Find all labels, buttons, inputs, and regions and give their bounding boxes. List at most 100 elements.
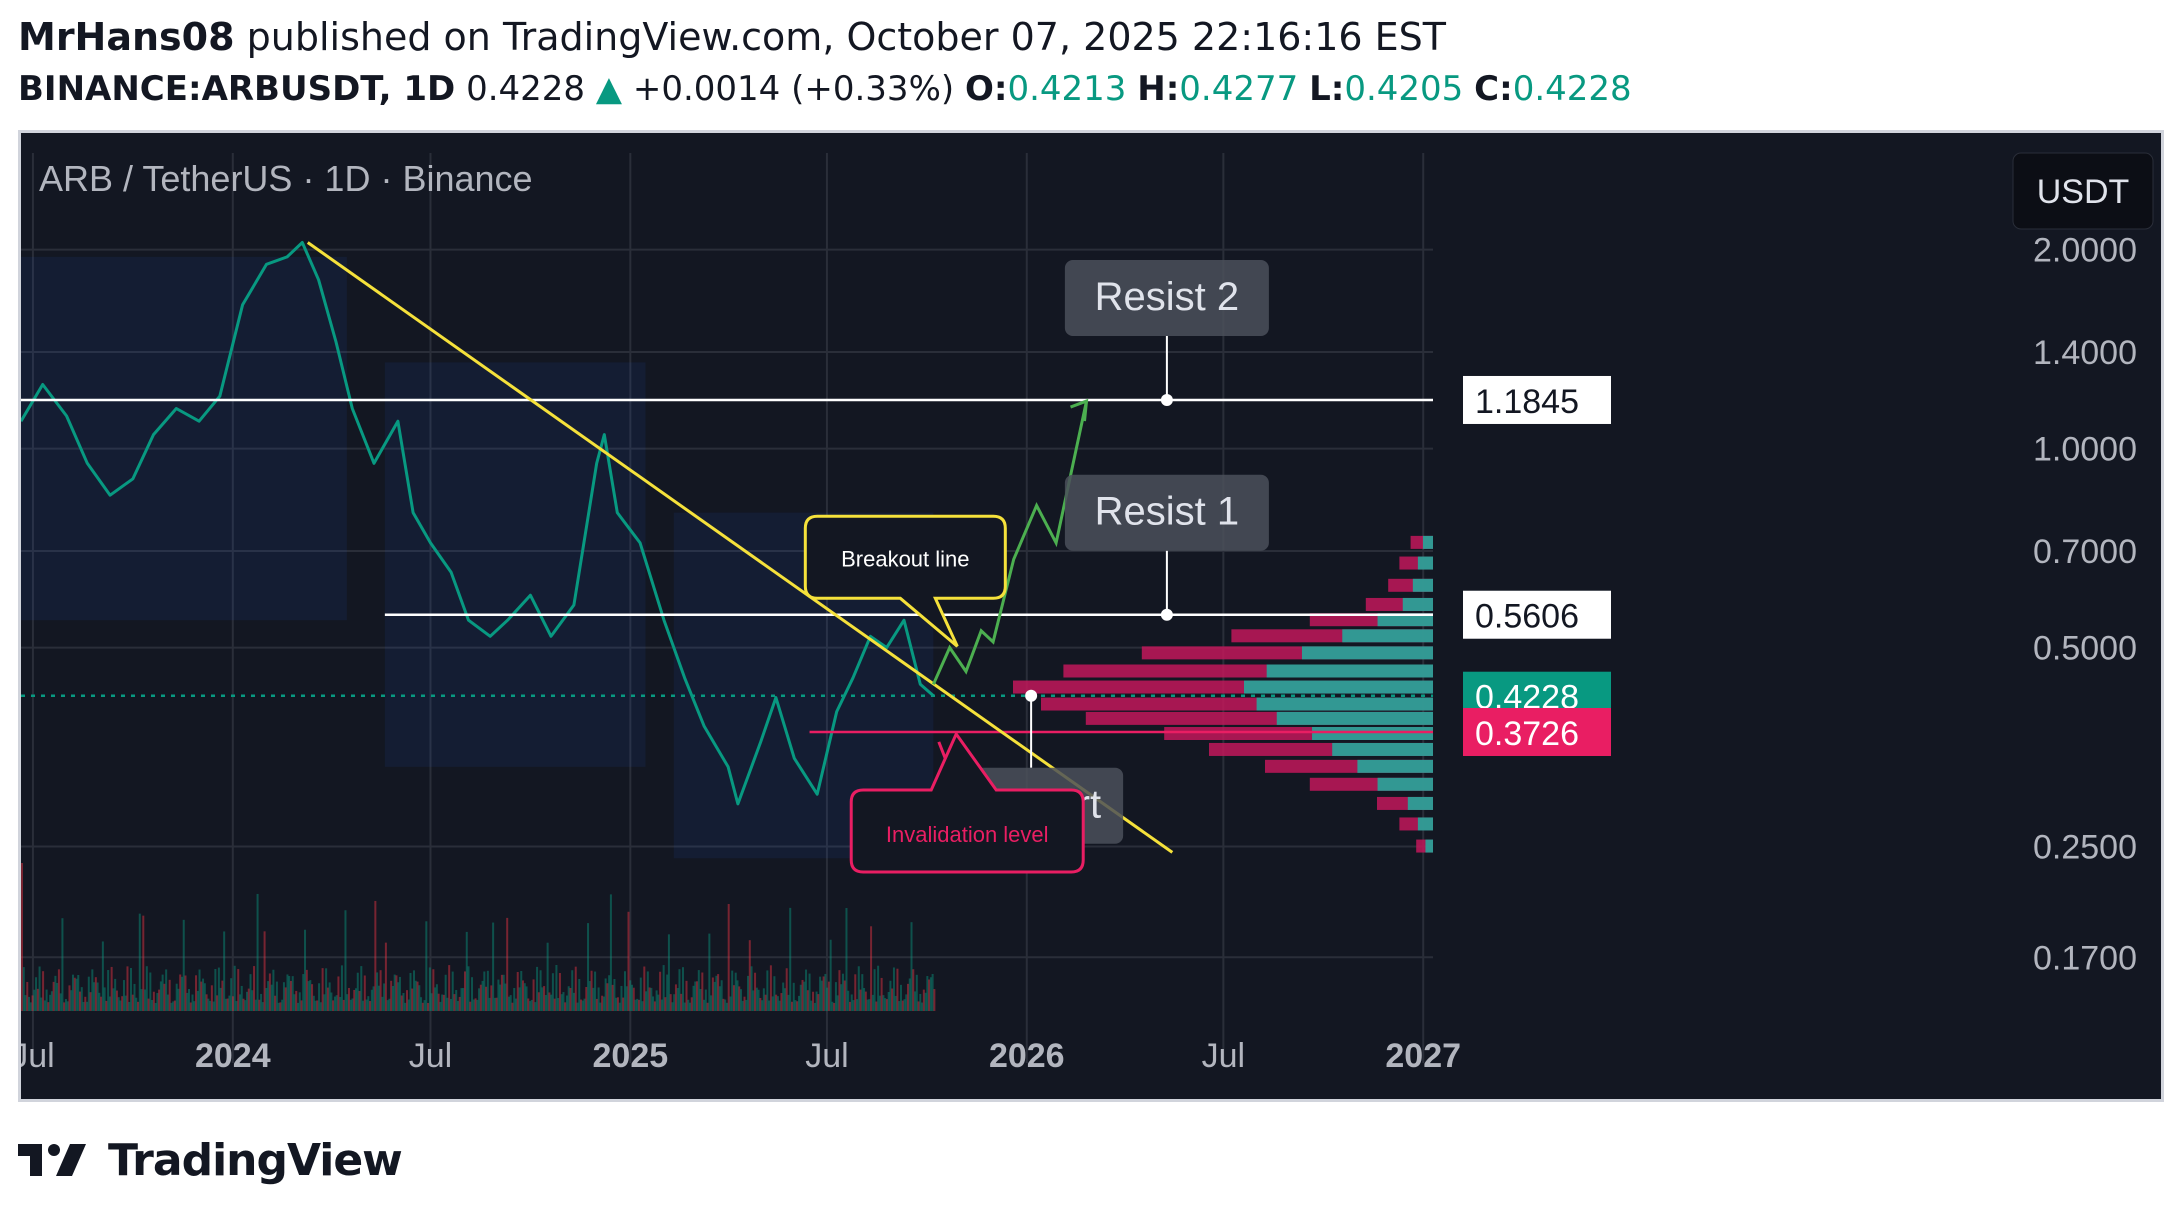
volume-bar <box>298 992 301 1011</box>
breakout-callout-box <box>803 514 1007 648</box>
volume-bar <box>580 999 583 1011</box>
volume-bar <box>518 987 521 1011</box>
volume-bar <box>861 974 864 1011</box>
volume-bar <box>725 1002 728 1011</box>
trendline <box>306 241 1174 854</box>
volume-bar <box>230 978 233 1011</box>
volume-bar <box>210 985 213 1011</box>
volume-bar <box>296 1002 299 1011</box>
profile-bar-up <box>1407 796 1433 810</box>
volume-bar <box>523 983 526 1011</box>
volume-bar <box>253 966 256 1011</box>
volume-bar <box>64 999 67 1011</box>
resist-1-tag: 0.5606 <box>1463 590 1611 639</box>
volume-bar <box>590 970 593 1011</box>
volume-bar <box>917 1001 920 1011</box>
volume-bar <box>270 984 273 1011</box>
volume-bar <box>79 991 82 1011</box>
volume-bar <box>66 1001 69 1011</box>
volume-bar <box>836 995 839 1011</box>
volume-bar <box>926 976 929 1011</box>
volume-bar <box>657 994 660 1011</box>
volume-bar <box>483 971 486 1011</box>
volume-bar <box>77 974 80 1011</box>
volume-bar <box>604 978 607 1011</box>
volume-bar <box>880 977 883 1011</box>
volume-bar <box>200 981 203 1011</box>
footer: TradingView <box>18 1130 403 1190</box>
footer-brand[interactable]: TradingView <box>108 1134 403 1186</box>
profile-bar-up <box>1377 777 1433 791</box>
volume-bar <box>738 986 741 1011</box>
volume-bar <box>202 978 205 1011</box>
volume-bar <box>812 991 815 1011</box>
volume-bar <box>739 989 742 1011</box>
volume-bar <box>822 976 825 1011</box>
volume-bar <box>235 1000 238 1011</box>
volume-bar <box>878 995 881 1011</box>
volume-bar <box>611 984 614 1011</box>
volume-bar <box>497 979 500 1011</box>
volume-bar <box>316 1000 319 1011</box>
volume-bar <box>666 974 669 1011</box>
y-tick-label: 2.0000 <box>2033 232 2137 270</box>
volume-bar <box>43 1000 46 1011</box>
volume-bar <box>652 996 655 1011</box>
volume-bar <box>26 981 29 1011</box>
volume-bar <box>448 965 451 1011</box>
volume-bar <box>645 991 648 1011</box>
low-value: 0.4205 <box>1344 69 1464 109</box>
volume-bar <box>901 1000 904 1011</box>
volume-bar <box>748 940 751 1011</box>
volume-bar <box>680 993 683 1011</box>
volume-bar <box>156 993 159 1011</box>
volume-bar <box>587 923 590 1011</box>
volume-bar <box>277 1002 280 1011</box>
volume-bar <box>351 998 354 1011</box>
volume-bar <box>597 987 600 1011</box>
volume-bar <box>231 996 234 1011</box>
volume-bar <box>173 1000 176 1011</box>
volume-bar <box>543 986 546 1011</box>
volume-bar <box>335 995 338 1011</box>
volume-bar <box>899 984 902 1011</box>
volume-bar <box>511 1002 514 1011</box>
volume-bar <box>713 981 716 1011</box>
volume-bar <box>696 981 699 1011</box>
y-tick-label: 1.4000 <box>2033 334 2137 372</box>
volume-bar <box>664 997 667 1011</box>
volume-bar <box>29 1002 32 1011</box>
volume-bar <box>871 994 874 1011</box>
volume-bar <box>342 999 345 1011</box>
volume-bar <box>337 976 340 1011</box>
volume-bar <box>646 971 649 1011</box>
volume-bar <box>367 996 370 1011</box>
volume-bar <box>915 974 918 1011</box>
volume-bar <box>766 970 769 1011</box>
volume-bar <box>532 979 535 1011</box>
volume-bar <box>103 987 106 1011</box>
tradingview-logo-icon[interactable] <box>18 1140 92 1180</box>
volume-bar <box>810 1000 813 1011</box>
volume-bar <box>397 982 400 1011</box>
volume-bar <box>121 996 124 1011</box>
volume-bar <box>131 994 134 1011</box>
volume-bar <box>787 994 790 1011</box>
volume-bar <box>697 970 700 1011</box>
volume-bar <box>108 996 111 1011</box>
invalidation-callout: Invalidation level <box>849 730 1085 874</box>
volume-bar <box>683 1002 686 1011</box>
volume-bar <box>45 989 48 1011</box>
volume-bar <box>57 969 60 1011</box>
volume-bar <box>86 1001 89 1011</box>
volume-bar <box>442 994 445 1011</box>
volume-bar <box>585 986 588 1011</box>
volume-bar <box>815 991 818 1011</box>
volume-bar <box>114 978 117 1011</box>
volume-bar <box>898 1001 901 1011</box>
author-name[interactable]: MrHans08 <box>18 15 235 59</box>
volume-bar <box>673 994 676 1011</box>
volume-bar <box>369 1001 372 1011</box>
